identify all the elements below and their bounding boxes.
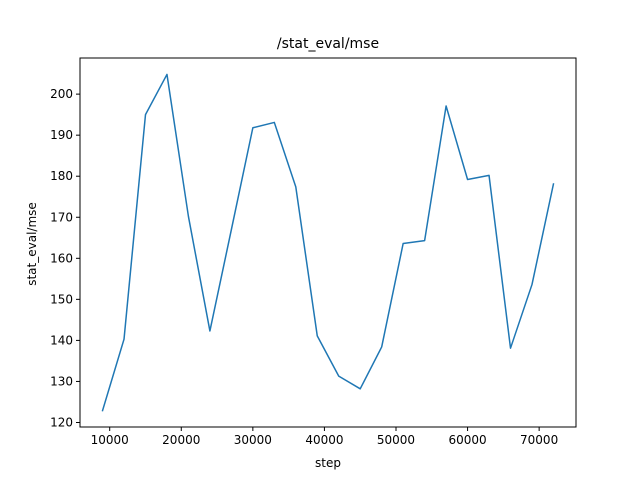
y-tick-label: 150 xyxy=(50,292,73,306)
x-tick-label: 20000 xyxy=(162,433,200,447)
y-tick-label: 130 xyxy=(50,374,73,388)
chart-title: /stat_eval/mse xyxy=(277,36,379,52)
y-tick-label: 120 xyxy=(50,415,73,429)
y-tick-label: 180 xyxy=(50,169,73,183)
x-tick-label: 40000 xyxy=(305,433,343,447)
y-tick-label: 170 xyxy=(50,210,73,224)
y-tick-label: 160 xyxy=(50,251,73,265)
x-tick-label: 10000 xyxy=(91,433,129,447)
plot-area xyxy=(101,73,555,412)
x-tick-label: 70000 xyxy=(520,433,558,447)
y-tick-label: 190 xyxy=(50,128,73,142)
y-axis: 120 130 140 150 160 170 180 190 200 xyxy=(50,87,80,429)
x-tick-label: 30000 xyxy=(234,433,272,447)
x-tick-label: 60000 xyxy=(448,433,486,447)
y-axis-label: stat_eval/mse xyxy=(25,202,39,286)
x-axis: 10000 20000 30000 40000 50000 60000 70000 xyxy=(91,427,558,447)
series-line xyxy=(101,73,555,412)
y-tick-label: 200 xyxy=(50,87,73,101)
x-tick-label: 50000 xyxy=(377,433,415,447)
plot-frame xyxy=(79,57,577,428)
y-tick-label: 140 xyxy=(50,333,73,347)
x-axis-label: step xyxy=(315,456,341,470)
